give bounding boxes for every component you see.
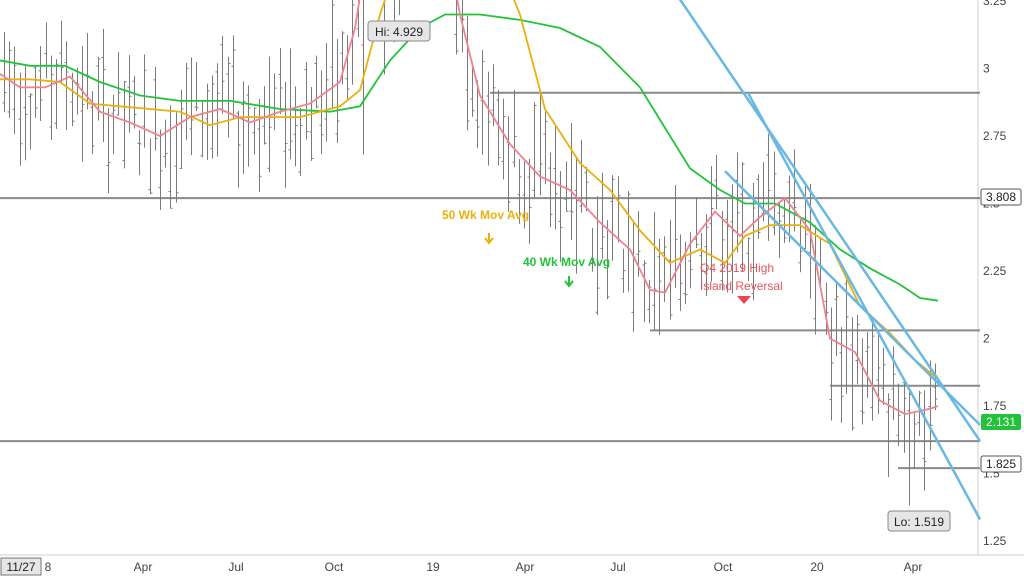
trendline <box>678 0 982 442</box>
ma40-annotation: 40 Wk Mov Avg <box>523 255 610 269</box>
current-price-tag: 3.808 <box>980 188 1022 206</box>
ma50-annotation: 50 Wk Mov Avg <box>442 208 529 222</box>
support-resistance-lines <box>0 91 980 470</box>
x-tick-label: Jul <box>228 560 243 574</box>
ma40-line <box>0 13 939 302</box>
lo-callout: Lo: 1.519 <box>887 510 951 532</box>
x-tick-label: Oct <box>325 560 344 574</box>
ma40-arrow-icon <box>564 276 574 288</box>
x-tick-label: 20 <box>810 560 824 574</box>
hi-callout: Hi: 4.929 <box>367 20 431 42</box>
ma40-price-label: 2.131 <box>986 415 1016 429</box>
x-tick-label: 11/27 <box>6 560 35 574</box>
ma40-price-tag: 2.131 <box>981 414 1021 430</box>
trendlines <box>678 0 982 520</box>
y-tick-label: 2 <box>983 332 990 346</box>
y-tick-label: 3 <box>983 62 990 76</box>
level-price-label: 1.825 <box>986 457 1016 471</box>
y-tick-label: 1.25 <box>983 534 1007 548</box>
trendline <box>746 92 982 520</box>
q4-annotation-line1: Q4 2019 High <box>700 261 774 275</box>
x-tick-label: Jul <box>610 560 625 574</box>
x-axis-ticks: 11/27 8 Apr Jul Oct 19 Apr Jul Oct 20 Apr <box>0 557 923 576</box>
y-tick-label: 1.75 <box>983 399 1007 413</box>
y-tick-label: 2.25 <box>983 264 1007 278</box>
down-triangle-icon <box>737 296 751 304</box>
q4-annotation-line2: Island Reversal <box>700 279 783 293</box>
x-tick-label: Apr <box>134 560 153 574</box>
x-tick-label: Oct <box>714 560 733 574</box>
level-price-tag: 1.825 <box>980 455 1022 473</box>
trendline <box>724 170 981 426</box>
lo-label: Lo: 1.519 <box>894 515 944 529</box>
x-tick-label: Apr <box>904 560 923 574</box>
x-tick-label: 8 <box>45 560 52 574</box>
current-price-label: 3.808 <box>986 190 1016 204</box>
x-tick-label: 19 <box>426 560 440 574</box>
ma20-line <box>0 0 939 416</box>
y-tick-label: 2.75 <box>983 129 1007 143</box>
y-tick-label: 3.25 <box>983 0 1007 8</box>
hi-label: Hi: 4.929 <box>375 25 423 39</box>
ma50-arrow-icon <box>484 233 494 245</box>
x-start-date-box <box>0 557 42 576</box>
x-tick-label: Apr <box>516 560 535 574</box>
